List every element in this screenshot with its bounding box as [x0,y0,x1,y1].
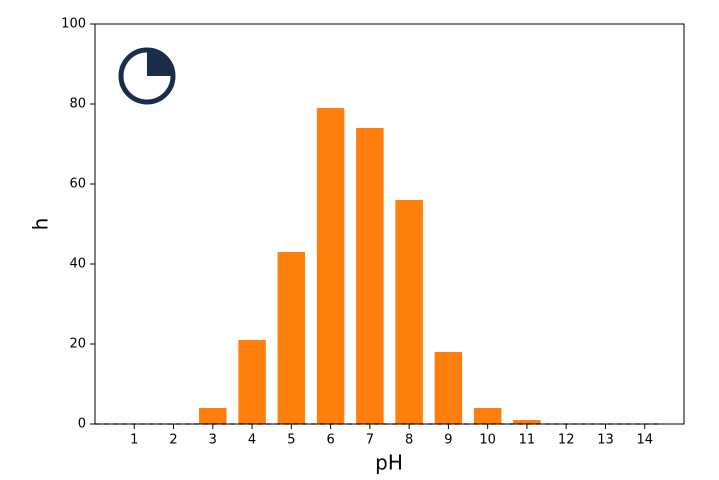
bar [316,108,345,424]
bar [199,408,227,424]
plot-frame [94,23,685,425]
x-tick-label: 4 [248,433,256,448]
y-tick-label: 100 [61,17,86,32]
y-tick-label: 20 [69,337,86,352]
x-tick-label: 14 [636,433,653,448]
bar [513,420,541,424]
x-tick-label: 10 [479,433,496,448]
x-tick-label: 8 [405,433,413,448]
x-tick-label: 13 [597,433,614,448]
x-tick-label: 6 [326,433,334,448]
bar [238,340,266,424]
x-tick-label: 2 [169,433,177,448]
bar [434,352,463,424]
x-tick-label: 1 [130,433,138,448]
y-tick-label: 60 [69,177,86,192]
y-tick-label: 40 [69,257,86,272]
x-tick-label: 5 [287,433,295,448]
x-tick-label: 7 [366,433,374,448]
x-tick-label: 11 [519,433,536,448]
y-tick-label: 0 [78,417,86,432]
x-axis-title: pH [375,451,403,475]
y-axis-title: h [29,218,53,231]
bar [356,128,384,424]
bar [473,408,502,424]
bar [277,252,306,424]
icon-slice [147,50,173,76]
pie-icon [118,47,176,105]
y-tick-label: 80 [69,97,86,112]
bar [395,200,423,424]
x-tick-label: 12 [558,433,575,448]
x-tick-label: 3 [209,433,217,448]
x-tick-label: 9 [444,433,452,448]
